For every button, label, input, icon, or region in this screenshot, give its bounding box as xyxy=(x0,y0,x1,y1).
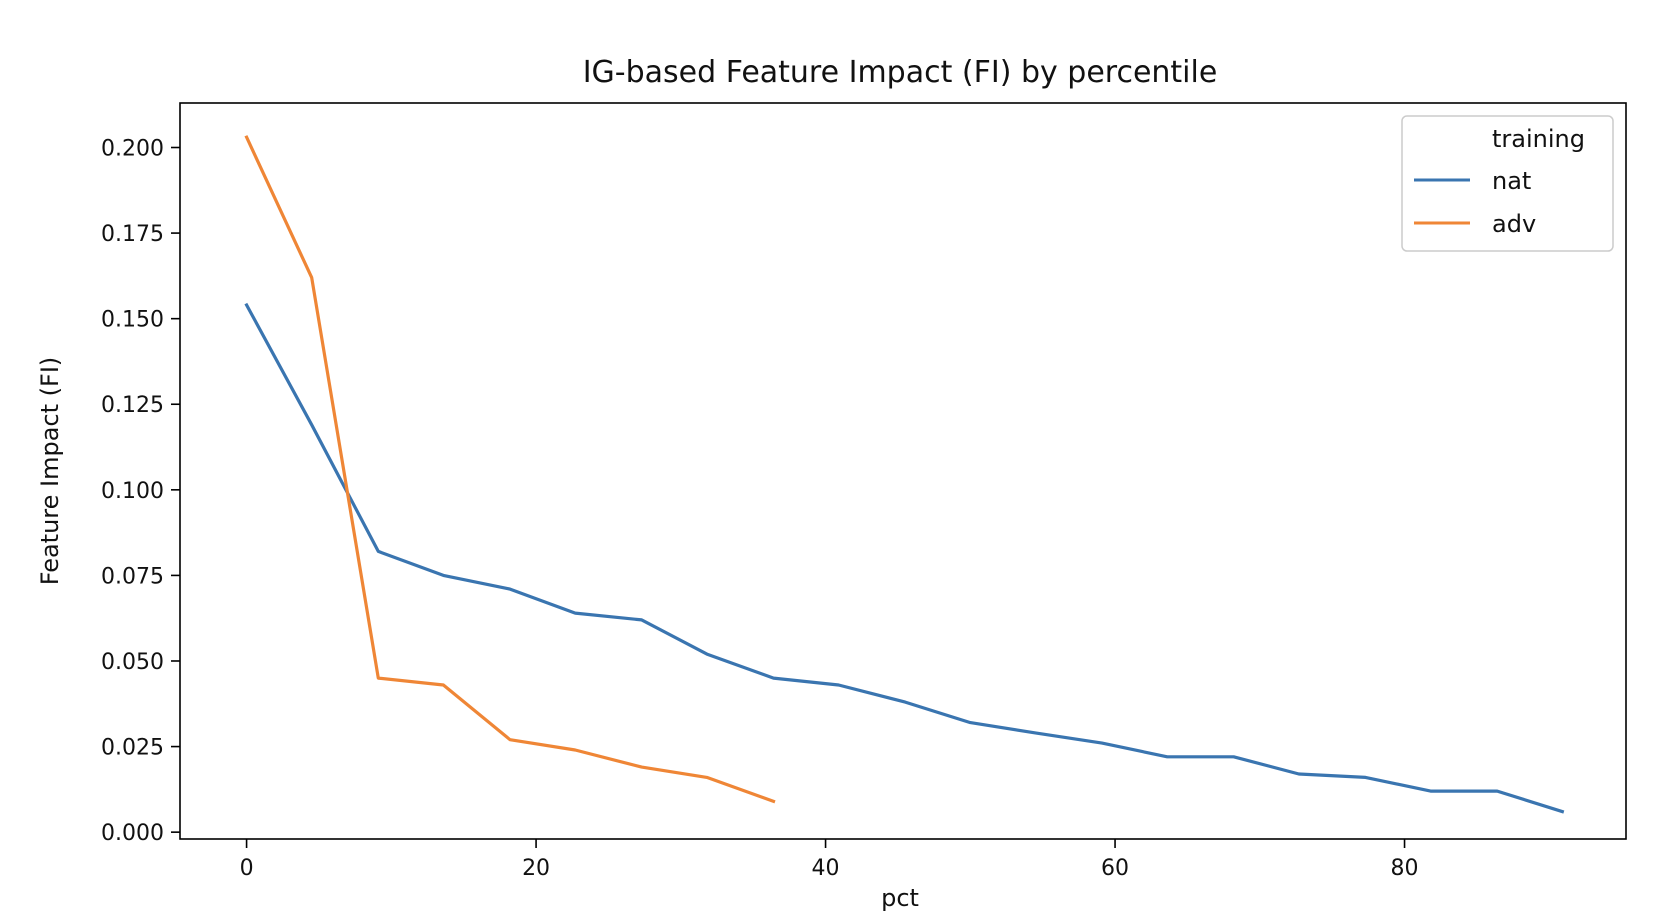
y-tick-label: 0.150 xyxy=(101,308,164,333)
legend-label-nat: nat xyxy=(1492,167,1531,195)
y-axis-ticks: 0.000 0.025 0.050 0.075 0.100 0.125 0.150 0.175… xyxy=(101,137,180,846)
x-tick-label: 0 xyxy=(240,856,254,881)
legend-box xyxy=(1401,115,1614,252)
legend: training nat adv xyxy=(1401,115,1614,252)
x-tick-label: 20 xyxy=(522,856,550,881)
y-tick-label: 0.075 xyxy=(101,564,164,589)
legend-title: training xyxy=(1492,125,1585,153)
y-tick-label: 0.000 xyxy=(101,821,164,846)
series-line-adv xyxy=(244,135,776,804)
y-tick-label: 0.050 xyxy=(101,650,164,675)
y-tick-label: 0.025 xyxy=(101,736,164,761)
chart-title: IG-based Feature Impact (FI) by percenti… xyxy=(583,55,1218,90)
y-tick-label: 0.200 xyxy=(101,137,164,162)
y-tick-label: 0.175 xyxy=(101,222,164,247)
x-axis-ticks: 0 20 40 60 80 xyxy=(240,839,1419,881)
y-tick-label: 0.125 xyxy=(101,393,164,418)
y-axis-label: Feature Impact (FI) xyxy=(36,357,64,586)
series-lines xyxy=(244,135,1565,814)
legend-label-adv: adv xyxy=(1492,210,1536,238)
x-tick-label: 40 xyxy=(812,856,840,881)
series-line-nat xyxy=(244,302,1565,814)
x-axis-label: pct xyxy=(881,884,919,912)
plot-frame xyxy=(179,102,1627,840)
x-tick-label: 60 xyxy=(1101,856,1129,881)
x-tick-label: 80 xyxy=(1391,856,1419,881)
y-tick-label: 0.100 xyxy=(101,479,164,504)
